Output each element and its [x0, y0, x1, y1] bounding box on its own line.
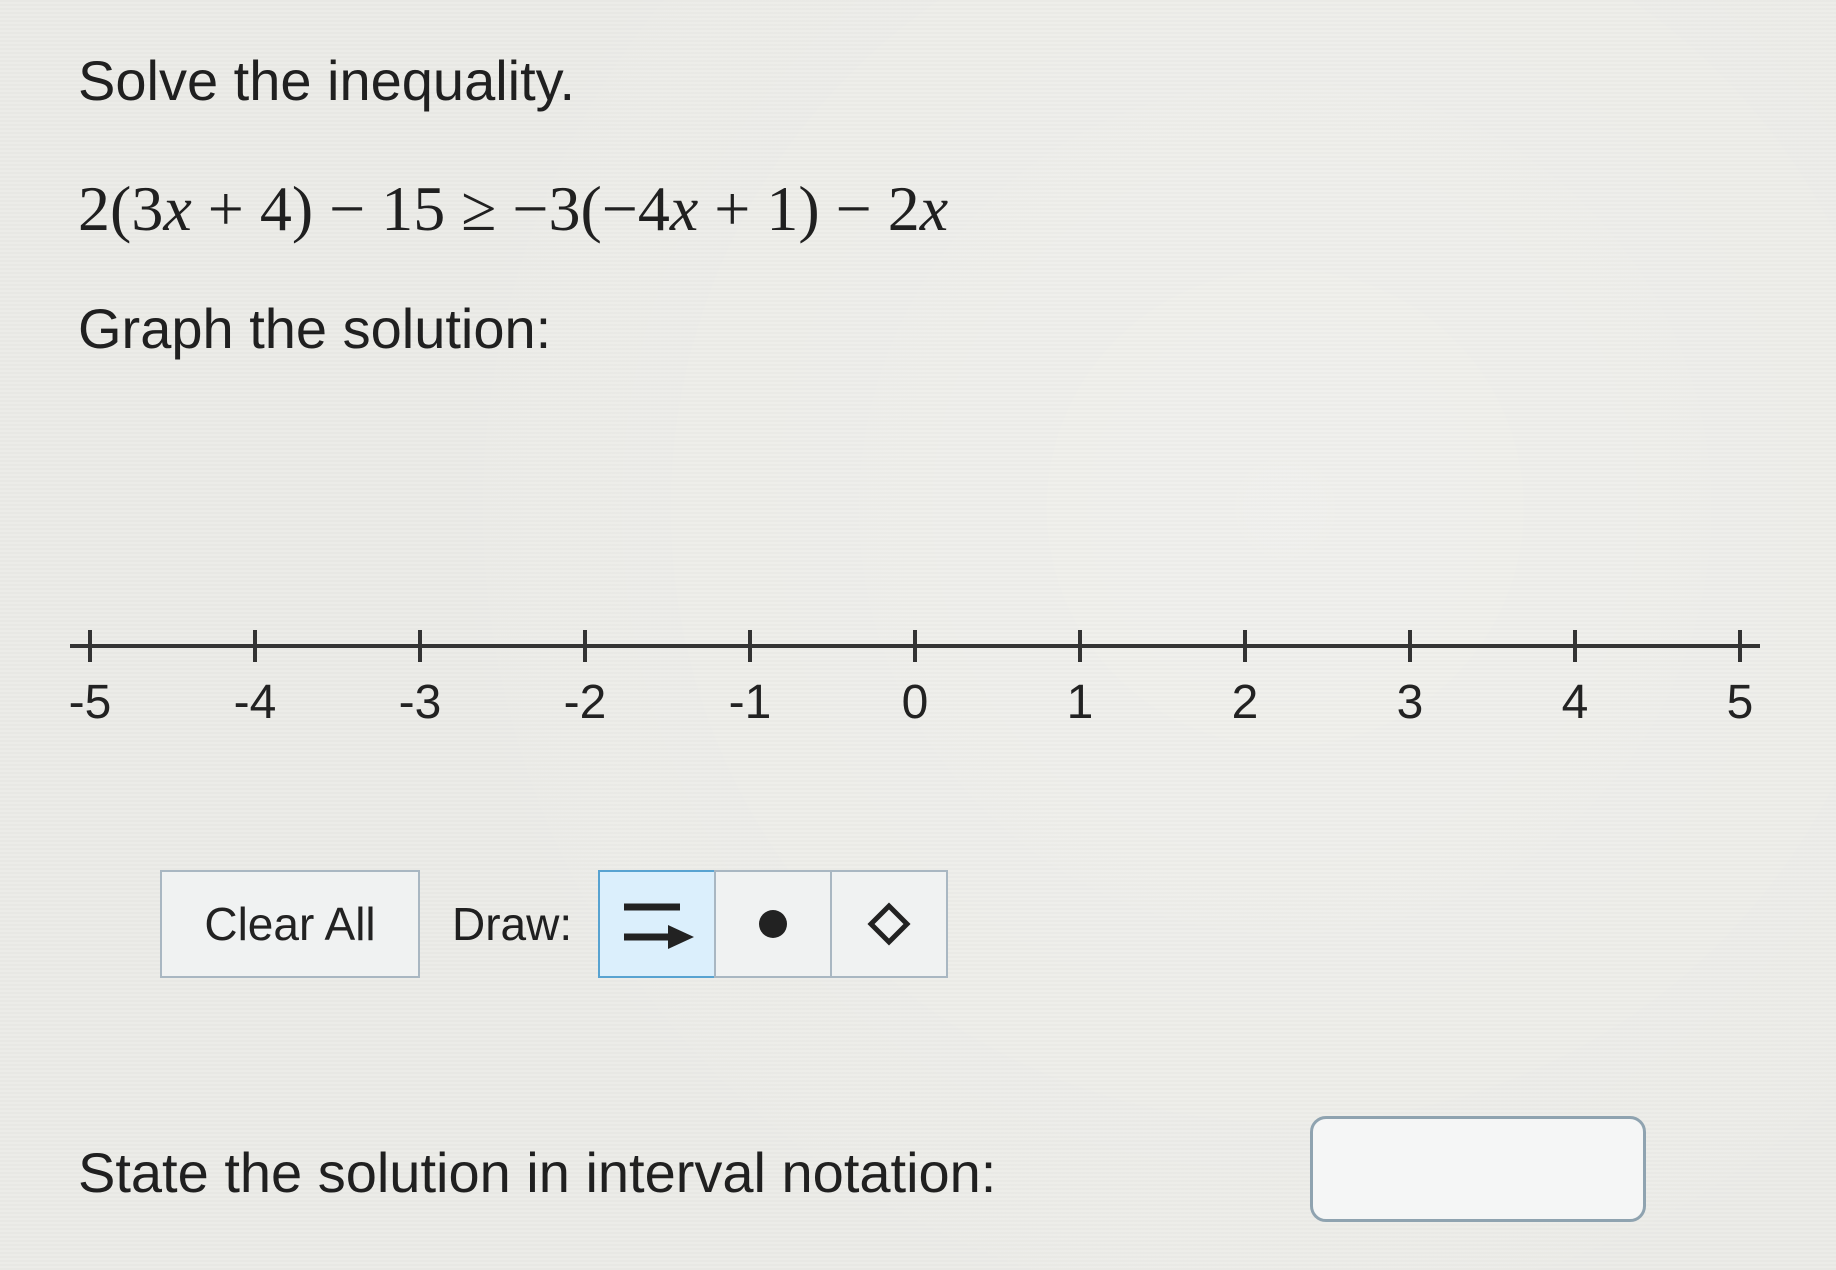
tick-label: 2 — [1232, 676, 1259, 729]
inequality-expression: 2(3x + 4) − 15 ≥ −3(−4x + 1) − 2x — [78, 172, 948, 246]
tick-label: 4 — [1562, 676, 1589, 729]
prompt-graph: Graph the solution: — [78, 296, 551, 361]
tool-closed-dot-button[interactable] — [714, 870, 832, 978]
inequality-text: 2(3x + 4) − 15 ≥ −3(−4x + 1) − 2x — [78, 173, 948, 244]
tick-label: 0 — [902, 676, 929, 729]
tick-label: 3 — [1397, 676, 1424, 729]
tick-label: -4 — [234, 676, 277, 729]
clear-all-label: Clear All — [204, 897, 375, 951]
tick-label: -3 — [399, 676, 442, 729]
ray-icon — [618, 893, 696, 955]
number-line[interactable]: -5 -4 -3 -2 -1 0 1 2 3 4 5 — [70, 600, 1760, 750]
tick-label: -5 — [70, 676, 111, 729]
draw-label: Draw: — [452, 897, 572, 951]
tick-label: 5 — [1727, 676, 1754, 729]
number-line-svg: -5 -4 -3 -2 -1 0 1 2 3 4 5 — [70, 600, 1760, 750]
tick-label: -2 — [564, 676, 607, 729]
closed-dot-icon — [753, 904, 793, 944]
interval-answer-input[interactable] — [1310, 1116, 1646, 1222]
prompt-interval: State the solution in interval notation: — [78, 1140, 996, 1205]
tool-ray-button[interactable] — [598, 870, 716, 978]
tool-open-dot-button[interactable] — [830, 870, 948, 978]
tick-label: 1 — [1067, 676, 1094, 729]
draw-toolbar: Clear All Draw: — [160, 870, 948, 978]
prompt-solve: Solve the inequality. — [78, 48, 575, 113]
tick-label: -1 — [729, 676, 772, 729]
clear-all-button[interactable]: Clear All — [160, 870, 420, 978]
open-dot-icon — [867, 902, 911, 946]
